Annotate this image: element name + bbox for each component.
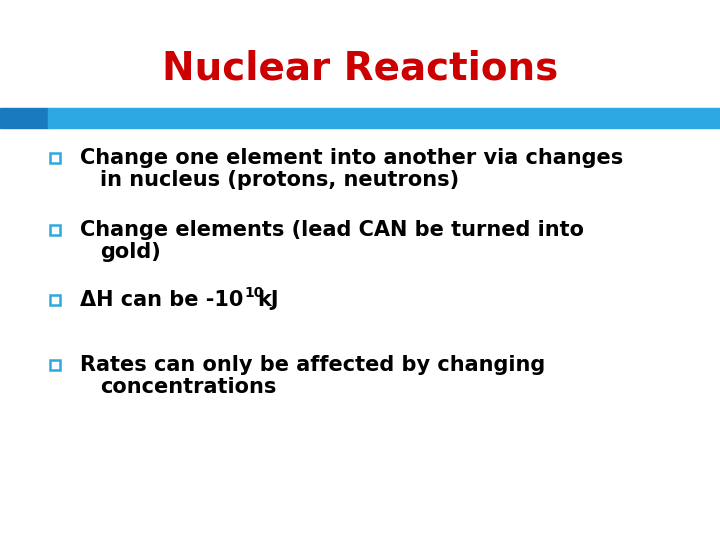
Text: ΔH can be -10: ΔH can be -10: [80, 290, 243, 310]
Text: kJ: kJ: [257, 290, 279, 310]
Text: Change one element into another via changes: Change one element into another via chan…: [80, 148, 624, 168]
Text: gold): gold): [100, 242, 161, 262]
Bar: [48, 108, 720, 128]
Text: Rates can only be affected by changing: Rates can only be affected by changing: [80, 355, 545, 375]
Text: Change elements (lead CAN be turned into: Change elements (lead CAN be turned into: [80, 220, 584, 240]
Bar: [50, 153, 60, 163]
Text: in nucleus (protons, neutrons): in nucleus (protons, neutrons): [100, 170, 459, 190]
Bar: [50, 360, 60, 370]
Bar: [0, 108, 48, 128]
Bar: [50, 295, 60, 305]
Text: Nuclear Reactions: Nuclear Reactions: [162, 49, 558, 87]
Text: concentrations: concentrations: [100, 377, 276, 397]
Text: 10: 10: [244, 286, 264, 300]
Bar: [50, 225, 60, 235]
